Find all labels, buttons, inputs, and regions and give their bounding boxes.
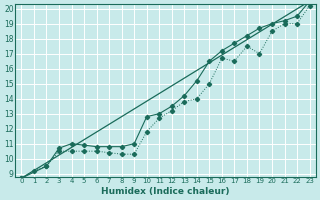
X-axis label: Humidex (Indice chaleur): Humidex (Indice chaleur): [101, 187, 230, 196]
